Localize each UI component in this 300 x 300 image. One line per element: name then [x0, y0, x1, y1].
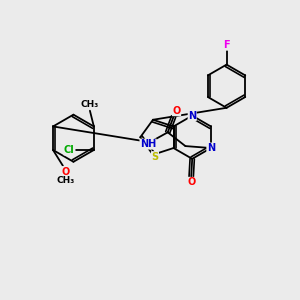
Text: N: N: [188, 111, 196, 121]
Text: O: O: [187, 177, 195, 188]
Text: S: S: [152, 152, 158, 162]
Text: CH₃: CH₃: [81, 100, 99, 109]
Text: CH₃: CH₃: [57, 176, 75, 185]
Text: Cl: Cl: [64, 145, 75, 155]
Text: N: N: [207, 143, 215, 153]
Text: O: O: [172, 106, 181, 116]
Text: NH: NH: [140, 139, 156, 149]
Text: F: F: [223, 40, 230, 50]
Text: O: O: [62, 167, 70, 177]
